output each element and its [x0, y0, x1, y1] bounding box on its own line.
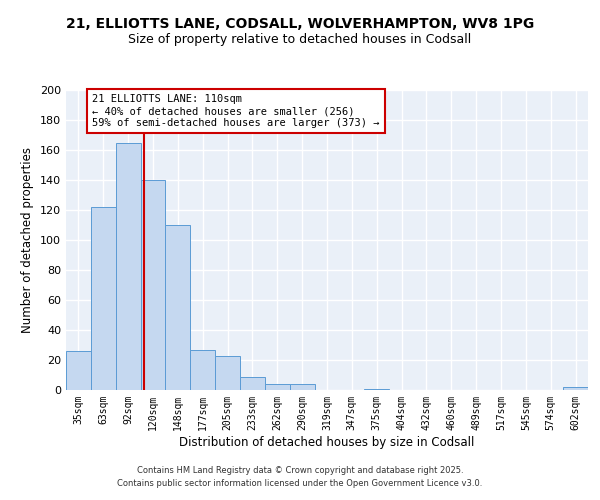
- Bar: [66, 351, 91, 390]
- Y-axis label: Number of detached properties: Number of detached properties: [22, 147, 34, 333]
- Text: 21, ELLIOTTS LANE, CODSALL, WOLVERHAMPTON, WV8 1PG: 21, ELLIOTTS LANE, CODSALL, WOLVERHAMPTO…: [66, 18, 534, 32]
- Bar: [215, 356, 240, 390]
- Text: Contains HM Land Registry data © Crown copyright and database right 2025.
Contai: Contains HM Land Registry data © Crown c…: [118, 466, 482, 487]
- Bar: [166, 225, 190, 390]
- X-axis label: Distribution of detached houses by size in Codsall: Distribution of detached houses by size …: [179, 436, 475, 448]
- Bar: [91, 207, 116, 390]
- Bar: [563, 387, 588, 390]
- Text: Size of property relative to detached houses in Codsall: Size of property relative to detached ho…: [128, 32, 472, 46]
- Bar: [364, 388, 389, 390]
- Bar: [290, 384, 314, 390]
- Bar: [140, 180, 166, 390]
- Text: 21 ELLIOTTS LANE: 110sqm
← 40% of detached houses are smaller (256)
59% of semi-: 21 ELLIOTTS LANE: 110sqm ← 40% of detach…: [92, 94, 380, 128]
- Bar: [240, 376, 265, 390]
- Bar: [116, 142, 140, 390]
- Bar: [265, 384, 290, 390]
- Bar: [190, 350, 215, 390]
